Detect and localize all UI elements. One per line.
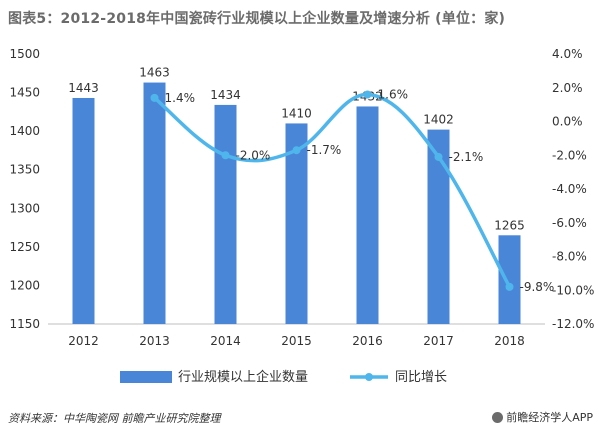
growth-point <box>363 90 372 99</box>
growth-data-label: -2.1% <box>449 150 484 164</box>
growth-data-label: -2.0% <box>236 148 271 162</box>
growth-point <box>434 152 443 161</box>
x-tick-label: 2015 <box>281 334 312 348</box>
brand-mark: 前瞻经济学人APP <box>492 409 593 425</box>
bar <box>72 97 95 324</box>
y-right-tick-label: 0.0% <box>552 115 583 129</box>
y-left-tick-label: 1200 <box>9 278 40 292</box>
brand-logo-icon <box>492 412 504 423</box>
y-right-tick-label: -2.0% <box>552 148 587 162</box>
growth-point <box>221 151 230 160</box>
bar <box>285 123 308 324</box>
y-right-tick-label: 2.0% <box>552 81 583 95</box>
y-right-tick-label: -8.0% <box>552 250 587 264</box>
growth-data-label: 1.4% <box>165 91 196 105</box>
bar-data-label: 1402 <box>423 113 454 127</box>
y-left-tick-label: 1250 <box>9 240 40 254</box>
y-left-tick-label: 1150 <box>9 317 40 331</box>
y-right-tick-label: -10.0% <box>552 283 594 297</box>
x-tick-label: 2013 <box>139 334 170 348</box>
x-tick-label: 2017 <box>423 334 454 348</box>
y-right-tick-label: -4.0% <box>552 182 587 196</box>
y-left-tick-label: 1350 <box>9 163 40 177</box>
growth-line <box>152 92 512 289</box>
y-right-tick-label: 4.0% <box>552 47 583 61</box>
y-right-tick-label: -12.0% <box>552 317 594 331</box>
x-tick-label: 2014 <box>210 334 241 348</box>
brand-label: 前瞻经济学人APP <box>506 411 593 424</box>
bar <box>498 235 521 324</box>
y-left-tick-label: 1500 <box>9 47 40 61</box>
bar <box>214 104 237 325</box>
bar-data-label: 1463 <box>139 66 170 80</box>
growth-data-label: -1.7% <box>307 143 342 157</box>
growth-point <box>150 93 159 102</box>
y-right-tick-label: -6.0% <box>552 216 587 230</box>
bar <box>356 106 379 324</box>
growth-data-label: -9.8% <box>520 280 555 294</box>
x-tick-label: 2016 <box>352 334 383 348</box>
growth-data-label: 1.6% <box>378 88 409 102</box>
bar <box>143 82 166 325</box>
y-left-tick-label: 1400 <box>9 124 40 138</box>
legend-bar-label: 行业规模以上企业数量 <box>178 369 308 385</box>
bar-data-label: 1410 <box>281 106 312 120</box>
x-tick-label: 2012 <box>68 334 99 348</box>
y-left-tick-label: 1300 <box>9 201 40 215</box>
legend-line-label: 同比增长 <box>395 370 447 385</box>
bar-data-label: 1265 <box>494 218 525 232</box>
growth-point <box>505 282 514 291</box>
bar-data-label: 1434 <box>210 88 241 102</box>
chart-title: 图表5：2012-2018年中国瓷砖行业规模以上企业数量及增速分析 (单位：家) <box>8 11 506 27</box>
source-note: 资料来源：中华陶瓷网 前瞻产业研究院整理 <box>8 412 221 425</box>
legend-bar-swatch <box>120 371 172 383</box>
y-left-tick-label: 1450 <box>9 86 40 100</box>
bar-data-label: 1443 <box>68 81 99 95</box>
growth-point <box>292 146 301 155</box>
x-tick-label: 2018 <box>494 334 525 348</box>
bar <box>427 129 450 324</box>
legend-line-marker <box>365 373 373 381</box>
